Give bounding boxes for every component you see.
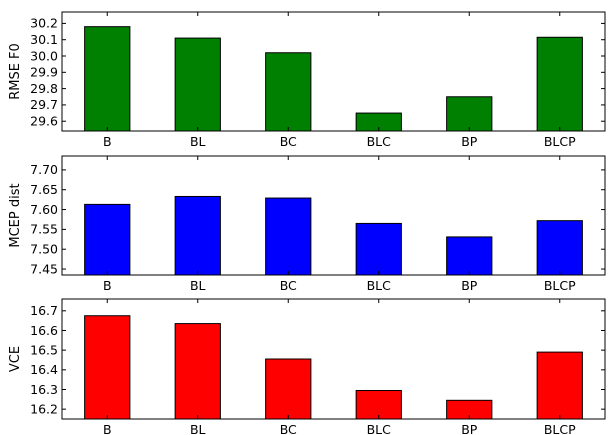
x-tick-label-bc: BC	[280, 134, 297, 149]
bar-blc	[355, 222, 402, 276]
axes-frame	[61, 11, 606, 132]
x-tick-label-bl: BL	[190, 422, 206, 435]
x-tick-label-bc: BC	[280, 278, 297, 293]
bar-blc	[355, 389, 402, 420]
x-tick-label-blcp: BLCP	[544, 134, 576, 149]
y-tick-label: 7.45	[30, 261, 58, 276]
y-tick-label: 16.5	[30, 342, 58, 357]
chart-panel-3: 16.2 16.3 16.4 16.5 16.6 16.7 B BL BC BLC BP BLCP VC…	[8, 298, 606, 435]
x-tick-label-bc: BC	[280, 422, 297, 435]
x-tick-label-blc: BLC	[367, 422, 392, 435]
bar-b	[84, 26, 131, 132]
x-tick-label-blc: BLC	[367, 134, 392, 149]
y-tick-label: 16.2	[30, 401, 58, 416]
x-tick-label-blcp: BLCP	[544, 422, 576, 435]
x-tick-label-blc: BLC	[367, 278, 392, 293]
x-tick-label-bp: BP	[461, 278, 478, 293]
y-tick-label: 29.8	[30, 81, 58, 96]
x-tick-label-blcp: BLCP	[544, 278, 576, 293]
x-tick-label-bl: BL	[190, 134, 206, 149]
x-tick-label-b: B	[103, 422, 112, 435]
y-tick-label: 16.6	[30, 323, 58, 338]
bar-bl	[174, 323, 221, 420]
x-tick-label-b: B	[103, 134, 112, 149]
chart-panel-1: 29.6 29.729.829.9 30.030.130.2 B BL BC BLC BP BL…	[8, 11, 606, 149]
y-axis-label: MCEP dist	[8, 183, 23, 247]
y-tick-label: 16.4	[30, 362, 58, 377]
y-tick-label: 7.70	[30, 162, 58, 177]
bar-bl	[174, 195, 221, 276]
y-tick-label: 29.9	[30, 65, 58, 80]
y-tick-label: 7.65	[30, 182, 58, 197]
bar-bp	[446, 96, 493, 132]
x-tick-label-bp: BP	[461, 134, 478, 149]
bar-bc	[265, 197, 312, 276]
y-tick-label: 29.6	[30, 114, 58, 129]
y-axis-label: RMSE F0	[8, 43, 23, 100]
y-tick-label: 7.55	[30, 222, 58, 237]
y-tick-label: 29.7	[30, 97, 58, 112]
chart-panel-2: 7.45 7.50 7.55 7.60 7.65 7.70 B BL BC BLC BP BLCP MC…	[8, 155, 606, 293]
bar-b	[84, 203, 131, 276]
x-tick-label-bl: BL	[190, 278, 206, 293]
bar-b	[84, 315, 131, 420]
x-tick-label-b: B	[103, 278, 112, 293]
bar-blcp	[536, 36, 583, 132]
bar-bc	[265, 358, 312, 420]
x-tick-label-bp: BP	[461, 422, 478, 435]
bar-blcp	[536, 351, 583, 420]
y-tick-label: 7.60	[30, 202, 58, 217]
axes-frame	[61, 155, 606, 276]
axes-frame	[61, 298, 606, 420]
y-tick-label: 16.7	[30, 303, 58, 318]
y-axis-label: VCE	[8, 346, 23, 372]
bar-bc	[265, 52, 312, 132]
y-tick-label: 30.0	[30, 48, 58, 63]
bar-bp	[446, 236, 493, 276]
bar-blcp	[536, 220, 583, 276]
bar-bl	[174, 37, 221, 132]
y-tick-label: 16.3	[30, 382, 58, 397]
y-tick-label: 30.2	[30, 16, 58, 31]
y-tick-label: 7.50	[30, 242, 58, 257]
y-tick-label: 30.1	[30, 32, 58, 47]
